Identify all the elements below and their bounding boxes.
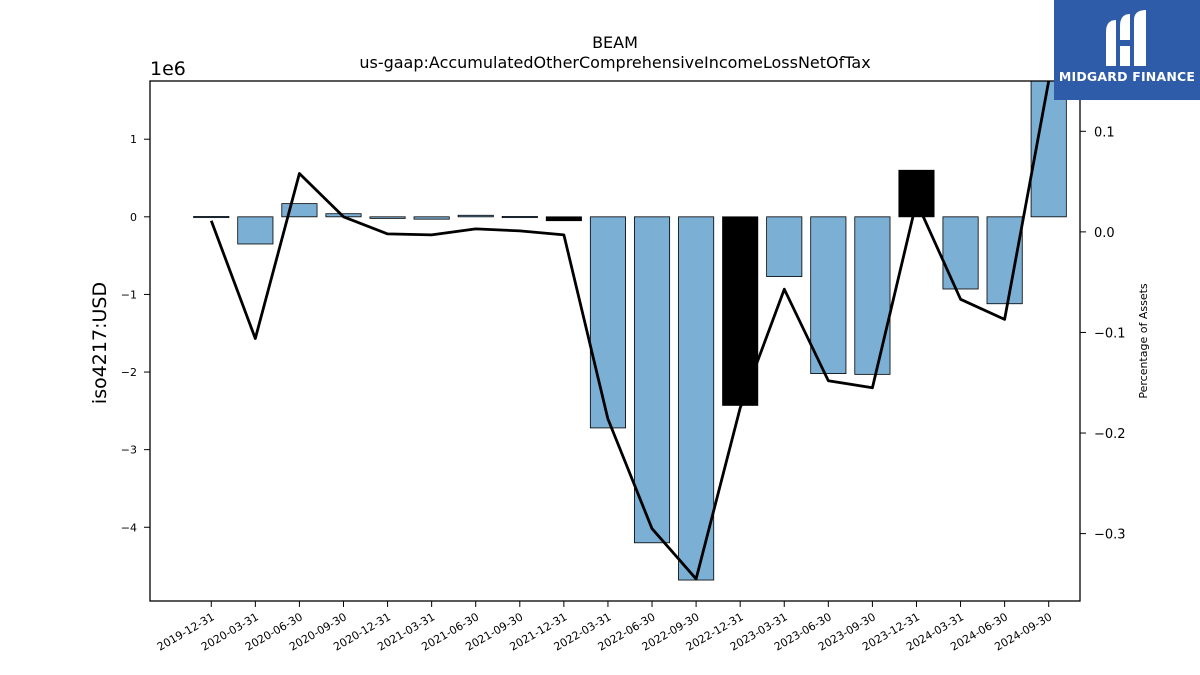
y-axis-label: iso4217:USD xyxy=(89,282,111,404)
y-tick-label: −3 xyxy=(121,444,137,457)
bar-2022-06-30 xyxy=(633,216,671,544)
y2-axis-label: Percentage of Assets xyxy=(1137,283,1150,399)
line-group xyxy=(209,80,1051,581)
bar-2021-12-31 xyxy=(545,216,582,222)
y-tick-label: 0 xyxy=(130,211,137,224)
y-scale-label: 1e6 xyxy=(150,58,186,80)
bar-2019-12-31 xyxy=(193,216,230,219)
bar-2022-09-30 xyxy=(678,216,715,581)
bar-2021-03-31 xyxy=(413,216,450,220)
bar-2020-12-31 xyxy=(369,216,406,219)
y2-ticks-group: 0.1 0.0 −0.1 −0.2 −0.3 xyxy=(1080,125,1126,543)
y-tick-label: 1 xyxy=(130,133,137,146)
chart-title: BEAM xyxy=(592,33,638,52)
y-tick-label: −1 xyxy=(121,288,137,301)
bar-2021-09-30 xyxy=(501,216,538,219)
bar-2023-09-30 xyxy=(854,216,891,375)
y-tick-label: −2 xyxy=(121,366,137,379)
bars-group xyxy=(193,80,1067,581)
bar-2021-06-30 xyxy=(457,214,494,218)
x-ticks-group: 2019-12-312020-03-312020-06-302020-09-30… xyxy=(155,601,1054,654)
bar-2023-03-31 xyxy=(766,216,803,277)
chart-subtitle: us-gaap:AccumulatedOtherComprehensiveInc… xyxy=(359,53,870,72)
y-ticks-group: 1 0 −1 −2 −3 −4 xyxy=(121,133,150,534)
y2-tick-label: 0.0 xyxy=(1094,226,1115,241)
y2-tick-label: 0.1 xyxy=(1094,125,1115,140)
bar-2020-03-31 xyxy=(237,216,274,245)
y2-tick-label: −0.2 xyxy=(1094,427,1126,442)
y2-tick-label: −0.3 xyxy=(1094,528,1126,543)
bar-2024-03-31 xyxy=(942,216,979,290)
midgard-finance-logo: MIDGARD FINANCE xyxy=(1054,0,1200,100)
y-tick-label: −4 xyxy=(121,521,137,534)
percentage-of-assets-line xyxy=(209,80,1051,581)
bar-2024-06-30 xyxy=(986,216,1023,305)
plot-frame xyxy=(149,80,1081,602)
midgard-logo-icon xyxy=(1106,10,1146,66)
y2-tick-label: −0.1 xyxy=(1094,326,1126,341)
logo-text: MIDGARD FINANCE xyxy=(1058,69,1196,84)
bar-2023-06-30 xyxy=(810,216,847,374)
bar-2023-12-31 xyxy=(898,169,935,218)
bar-2022-03-31 xyxy=(589,216,626,429)
